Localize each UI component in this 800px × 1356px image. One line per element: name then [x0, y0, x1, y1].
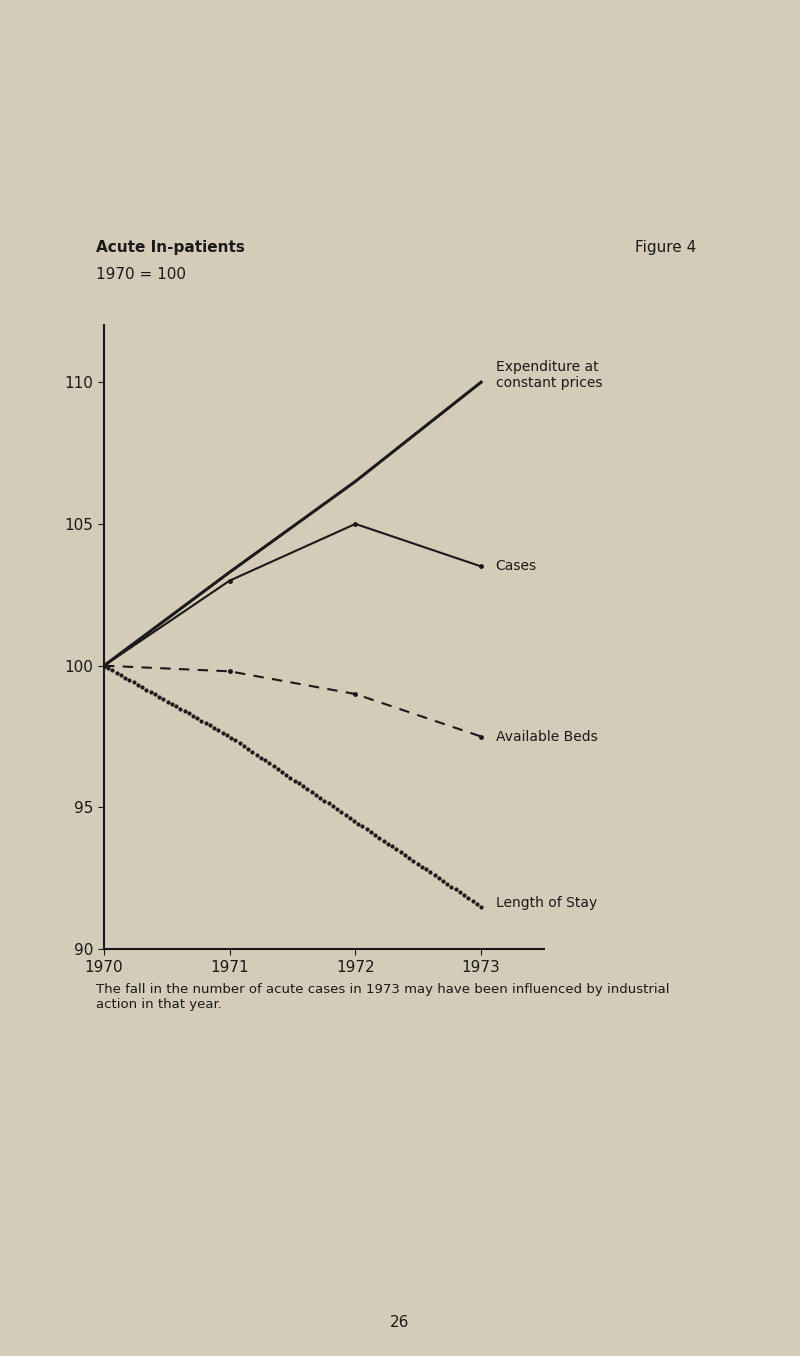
Text: 26: 26 [390, 1314, 410, 1330]
Text: The fall in the number of acute cases in 1973 may have been influenced by indust: The fall in the number of acute cases in… [96, 983, 670, 1012]
Text: Expenditure at
constant prices: Expenditure at constant prices [495, 361, 602, 391]
Text: Available Beds: Available Beds [495, 730, 598, 743]
Text: Length of Stay: Length of Stay [495, 895, 597, 910]
Text: Cases: Cases [495, 560, 537, 574]
Text: Acute In-patients: Acute In-patients [96, 240, 245, 255]
Text: 1970 = 100: 1970 = 100 [96, 267, 186, 282]
Text: Figure 4: Figure 4 [634, 240, 696, 255]
